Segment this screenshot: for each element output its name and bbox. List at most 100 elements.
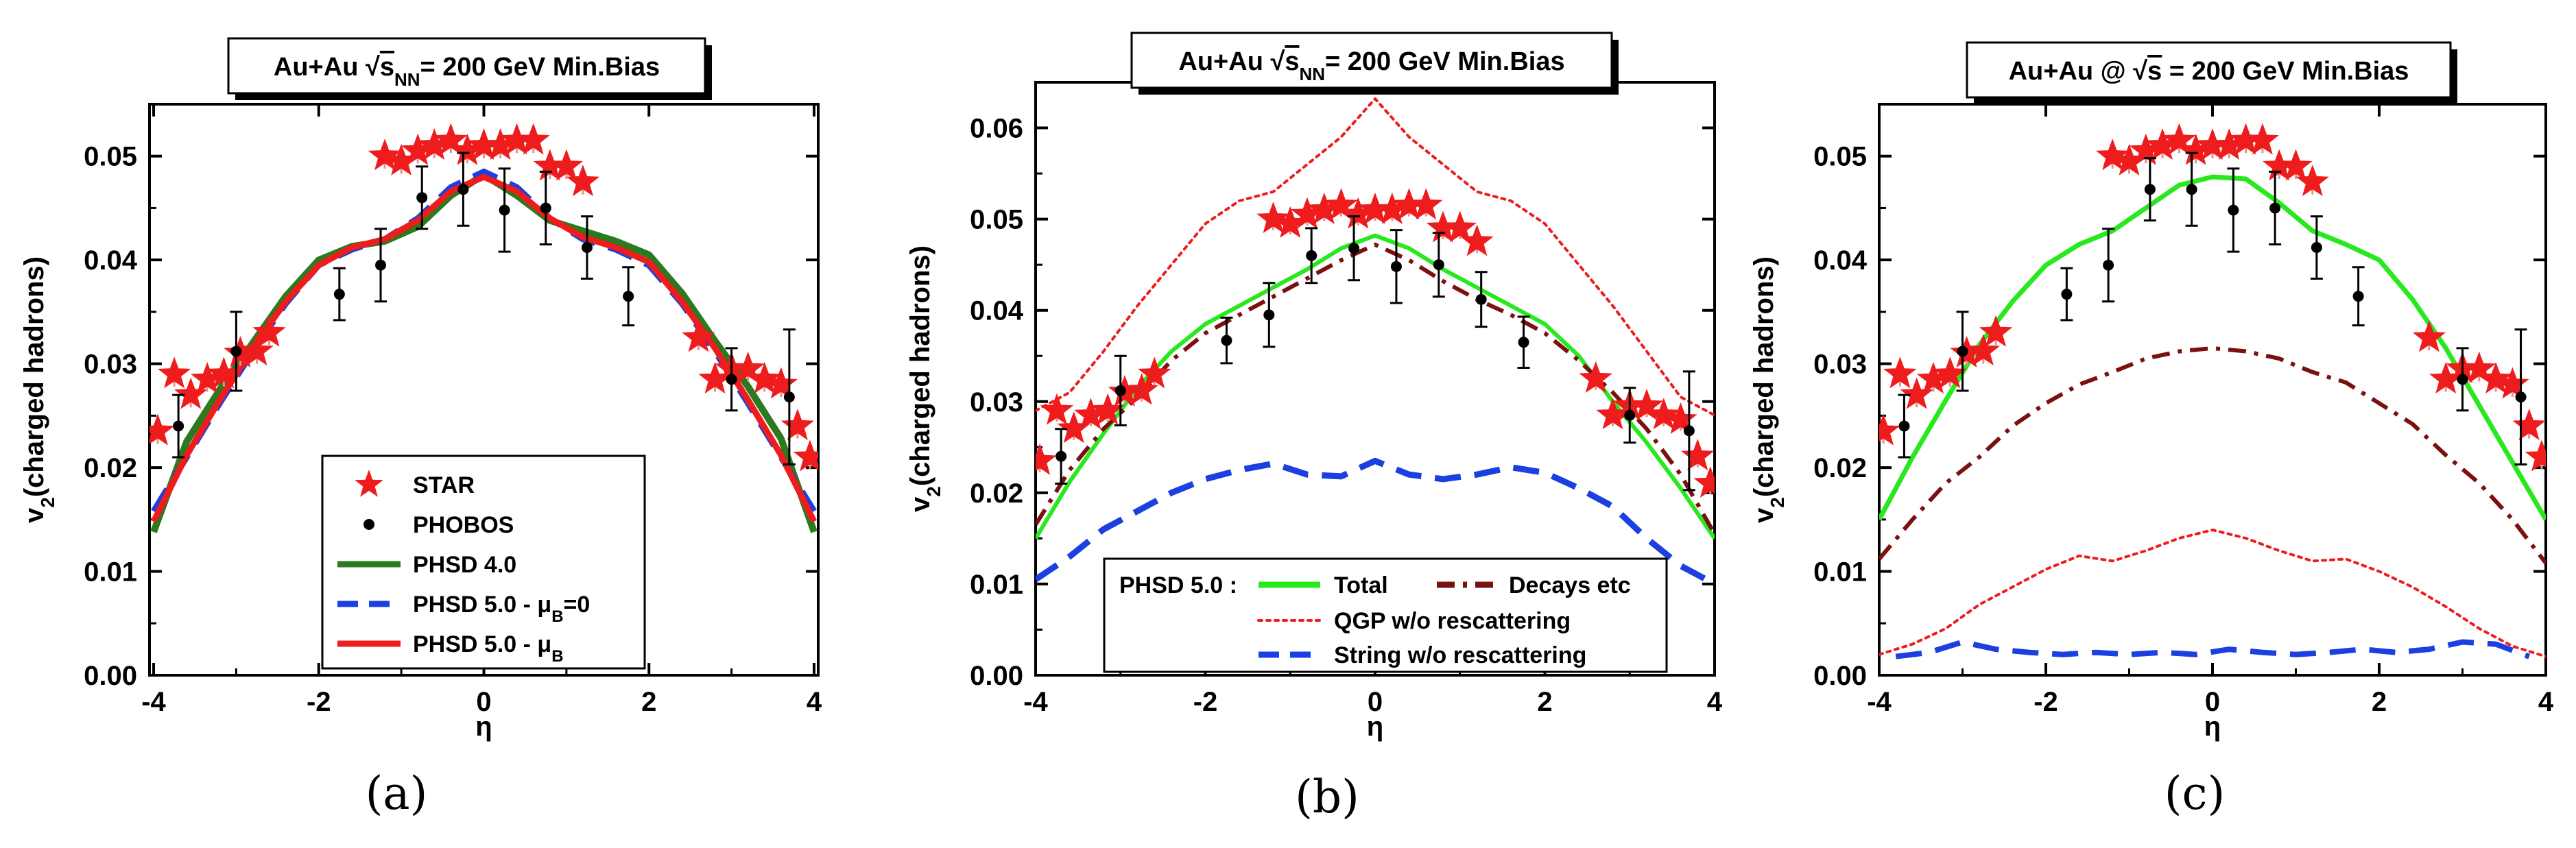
- phobos-data-point: [2457, 374, 2468, 385]
- x-tick-label: 0: [1368, 687, 1383, 717]
- star-data-point: [793, 439, 818, 472]
- star-data-point: [549, 149, 584, 181]
- x-tick-label: 4: [807, 687, 822, 717]
- legend-label-main: PHSD 5.0 - μ: [413, 631, 551, 657]
- data-layer: [150, 123, 818, 533]
- title-prefix: Au+Au: [274, 53, 366, 82]
- y-tick-label: 0.00: [970, 661, 1023, 691]
- y-label-main: v: [905, 496, 935, 512]
- x-axis-label: η: [2204, 712, 2221, 742]
- y-tick-label: 0.04: [1813, 245, 1868, 276]
- phobos-data-point: [1056, 450, 1067, 462]
- phobos-data-point: [623, 291, 634, 302]
- star-data-point: [1681, 439, 1715, 471]
- legend-label-main: QGP w/o rescattering: [1334, 608, 1571, 634]
- star-data-point: [1979, 315, 2013, 347]
- phobos-data-point: [1624, 409, 1636, 421]
- star-data-point: [2525, 439, 2546, 472]
- y-tick-label: 0.04: [84, 245, 138, 276]
- legend-label-main: PHOBOS: [413, 512, 514, 538]
- y-tick-label: 0.01: [970, 570, 1023, 600]
- panel-caption: (a): [366, 767, 428, 820]
- star-data-point: [1125, 373, 1158, 405]
- star-data-point: [764, 367, 798, 399]
- star-data-point: [1647, 398, 1680, 430]
- y-tick-label: 0.03: [1813, 350, 1867, 380]
- star-data-point: [2496, 367, 2529, 399]
- phobos-data-point: [333, 289, 345, 300]
- phobos-data-point: [1306, 250, 1317, 261]
- phobos-data-point: [1433, 259, 1444, 271]
- star-data-point: [516, 123, 550, 155]
- x-tick-label: -4: [1867, 687, 1892, 717]
- phobos-data-point: [499, 204, 510, 216]
- star-data-point: [2096, 138, 2130, 171]
- legend-label-main: PHSD 4.0: [413, 552, 516, 578]
- star-data-point: [252, 315, 286, 347]
- y-tick-label: 0.00: [84, 661, 137, 691]
- series-line-decays-etc: [1879, 346, 2546, 565]
- star-data-point: [2279, 149, 2313, 181]
- star-data-point: [780, 409, 815, 441]
- star-data-point: [150, 413, 175, 446]
- star-data-point: [2245, 123, 2280, 155]
- x-tick-label: -4: [1023, 687, 1048, 717]
- title-sqrt-sign: √: [366, 53, 380, 82]
- panel-b: -4 -2 0 2 40.000.010.020.030.040.050.06ηv2(c…: [905, 32, 1723, 823]
- y-tick-label: 0.04: [970, 296, 1024, 326]
- x-tick-label: -2: [1193, 687, 1218, 717]
- star-data-point: [1036, 443, 1057, 475]
- star-data-point: [2412, 320, 2446, 352]
- star-data-point: [1409, 188, 1443, 220]
- star-data-point: [682, 320, 715, 352]
- phobos-data-point: [173, 420, 184, 432]
- y-label-rest: (charged hadrons): [905, 245, 935, 486]
- title-sqrt-sign: √: [1270, 47, 1285, 76]
- star-data-point: [566, 165, 600, 197]
- x-axis-label: η: [475, 712, 492, 742]
- legend-dot-symbol: [363, 519, 374, 530]
- y-tick-label: 0.01: [1813, 557, 1867, 587]
- y-label-rest: (charged hadrons): [19, 256, 49, 497]
- legend-star-symbol: [355, 470, 383, 497]
- star-data-point: [748, 361, 781, 393]
- x-tick-label: -4: [141, 687, 166, 717]
- y-tick-label: 0.02: [970, 478, 1023, 509]
- title-box: [1966, 41, 2452, 99]
- y-tick-label: 0.03: [970, 387, 1023, 417]
- star-data-point: [1883, 356, 1917, 389]
- x-tick-label: 2: [2372, 687, 2387, 717]
- title-suffix: = 200 GeV Min.Bias: [2162, 57, 2409, 86]
- title-box: [1130, 32, 1613, 89]
- star-data-point: [1664, 402, 1697, 434]
- phobos-data-point: [1518, 337, 1529, 348]
- legend-label-main: Total: [1334, 572, 1388, 598]
- y-axis-label: v2(charged hadrons): [1749, 256, 1788, 523]
- phobos-data-point: [2515, 391, 2527, 403]
- phobos-data-point: [783, 391, 795, 403]
- phobos-data-point: [416, 192, 428, 204]
- y-label-subscript: 2: [1767, 497, 1788, 508]
- title-suffix: = 200 GeV Min.Bias: [1325, 47, 1565, 76]
- phobos-data-point: [457, 184, 469, 195]
- x-tick-label: -2: [307, 687, 331, 717]
- phobos-data-point: [726, 374, 737, 385]
- y-tick-label: 0.02: [84, 453, 137, 483]
- title-subscript: NN: [394, 69, 420, 90]
- star-data-point: [2162, 123, 2196, 155]
- star-data-point: [2462, 351, 2496, 383]
- phobos-data-point: [1898, 420, 1910, 432]
- star-data-point: [2512, 409, 2546, 441]
- legend-label-main: Decays etc: [1509, 572, 1631, 598]
- y-tick-label: 0.05: [84, 142, 137, 172]
- star-data-point: [240, 334, 274, 366]
- y-tick-label: 0.00: [1813, 661, 1867, 691]
- series-line-qgp-w-o-rescattering: [1036, 97, 1715, 417]
- phobos-data-point: [1475, 293, 1487, 305]
- phobos-data-point: [375, 259, 387, 271]
- phobos-data-point: [230, 346, 242, 357]
- star-data-point: [1443, 210, 1477, 243]
- star-data-point: [1460, 224, 1494, 256]
- phobos-data-point: [581, 242, 593, 254]
